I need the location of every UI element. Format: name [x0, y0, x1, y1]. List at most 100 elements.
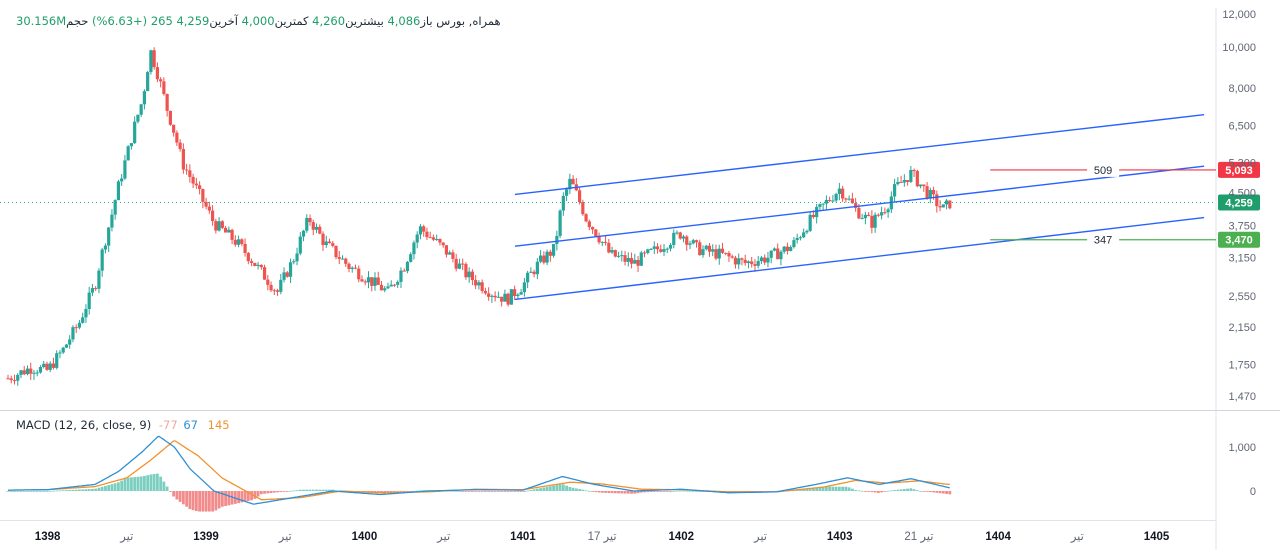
candle	[204, 197, 208, 210]
candle-body	[772, 248, 777, 251]
candle	[396, 280, 400, 288]
macd-histogram-bar	[81, 489, 85, 491]
candle	[756, 255, 760, 269]
candle	[727, 250, 731, 262]
candle	[763, 254, 767, 266]
macd-histogram-bar	[604, 491, 607, 493]
candle-body	[100, 249, 104, 271]
candle	[194, 177, 198, 189]
candle-body	[912, 170, 916, 172]
candle	[474, 275, 478, 290]
candle-body	[798, 237, 803, 239]
macd-histogram-bar	[454, 490, 458, 492]
candle-body	[220, 221, 224, 228]
candle	[249, 258, 254, 267]
macd-legend[interactable]: MACD (12, 26, close, 9) -77 67 145	[16, 418, 230, 432]
macd-histogram-bar	[649, 491, 653, 493]
candle	[376, 271, 380, 285]
macd-histogram-bar	[78, 489, 81, 491]
candle	[730, 254, 734, 259]
price-axis[interactable]: 1,470 1,750 2,150 2,550 3,150 3,750 4,500 5,300…	[1222, 9, 1256, 403]
price-tick-label: 2,150	[1228, 322, 1256, 334]
candle	[100, 247, 104, 277]
macd-histogram-bar	[626, 491, 630, 494]
candle	[162, 77, 166, 96]
macd-histogram-bar	[198, 491, 202, 512]
macd-histogram-bar	[691, 490, 695, 492]
candle	[623, 250, 627, 266]
candle-body	[678, 232, 682, 239]
macd-histogram-bar	[467, 491, 471, 492]
price-tick-label: 1,470	[1228, 391, 1256, 403]
candle-body	[152, 50, 156, 68]
candle-body	[756, 261, 760, 266]
candle	[941, 204, 945, 208]
candle	[6, 374, 10, 380]
price-levels[interactable]: 4,259 509 5,093 347 3,470	[0, 161, 1260, 248]
candle-body	[841, 188, 845, 199]
candle-body	[899, 181, 903, 183]
macd-histogram-bar	[155, 473, 159, 491]
candle-body	[162, 81, 166, 94]
candle-body	[425, 231, 429, 238]
macd-histogram-bar	[487, 491, 491, 492]
candle-body	[123, 160, 127, 179]
macd-histogram-bar	[610, 491, 614, 494]
macd-histogram-bar	[698, 491, 702, 492]
macd-histogram-bar	[945, 491, 948, 494]
time-axis[interactable]: 1398 تیر 1399 تیر 1400 تیر 1401 17 تیر 1402 تیر 14…	[35, 531, 1170, 543]
candle	[802, 228, 806, 239]
macd-histogram-bar	[402, 491, 406, 492]
candle	[347, 262, 351, 273]
macd-histogram-bar	[675, 490, 679, 492]
candle-body	[789, 246, 793, 252]
candle	[236, 235, 241, 248]
channel-line-3	[514, 216, 1205, 301]
candle-body	[815, 206, 819, 218]
candle-body	[938, 206, 942, 208]
candle	[298, 232, 302, 256]
candle-body	[269, 284, 273, 291]
candle-body	[883, 212, 887, 214]
candle-body	[441, 242, 445, 246]
macd-histogram-bar	[243, 491, 247, 502]
candle	[893, 178, 897, 203]
candle-body	[737, 258, 741, 265]
channel-lines[interactable]	[514, 113, 1205, 301]
candle	[155, 62, 159, 83]
candle-body	[22, 370, 26, 375]
symbol-name[interactable]: همراه, بورس	[436, 14, 501, 28]
candle-body	[12, 380, 17, 382]
candle-body	[811, 214, 816, 218]
candle-body	[691, 240, 695, 244]
candle-body	[675, 232, 679, 234]
candle	[441, 242, 445, 248]
candle	[792, 236, 796, 249]
candle-body	[90, 288, 95, 293]
candle	[743, 254, 747, 266]
macd-histogram-bar	[68, 489, 72, 491]
candle	[191, 173, 195, 189]
macd-histogram-bar	[74, 489, 78, 491]
candle	[431, 234, 436, 242]
candle-body	[704, 245, 708, 250]
macd-histogram-bar	[574, 488, 578, 491]
candle	[45, 361, 49, 371]
candle-body	[876, 214, 880, 216]
candle-body	[785, 246, 790, 252]
candle	[321, 231, 325, 251]
candle	[217, 217, 221, 232]
price-tick-label: 8,000	[1228, 83, 1256, 95]
macd-histogram-bar	[6, 491, 10, 492]
candle	[772, 247, 777, 252]
candle	[714, 244, 718, 261]
candle-body	[172, 124, 176, 133]
macd-histogram-bar	[805, 488, 809, 491]
candle-body	[422, 226, 426, 232]
candle-body	[795, 238, 799, 241]
macd-histogram-bar	[932, 491, 935, 493]
macd-histogram-bar	[94, 488, 98, 491]
candle	[87, 286, 91, 315]
candle-body	[321, 233, 325, 246]
